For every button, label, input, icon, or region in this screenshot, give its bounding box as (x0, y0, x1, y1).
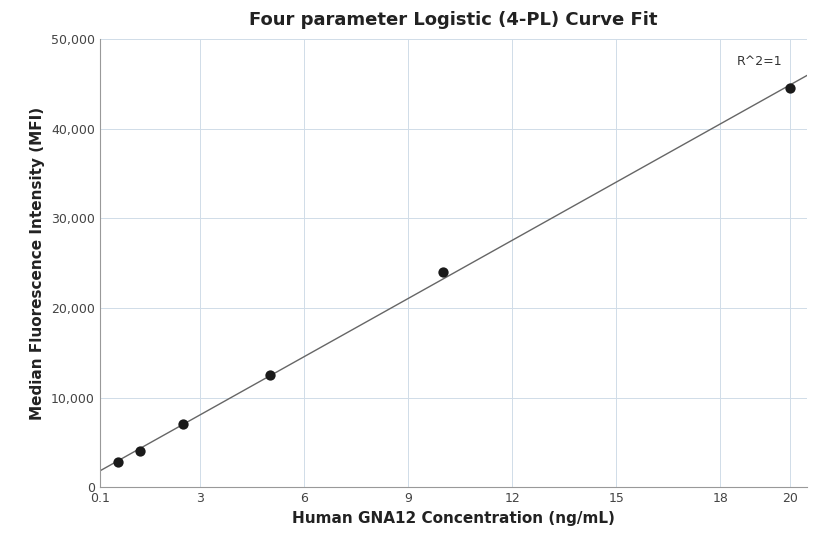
Point (111, 458, 125, 466)
Point (783, 84, 796, 93)
X-axis label: Human GNA12 Concentration (ng/mL): Human GNA12 Concentration (ng/mL) (292, 511, 615, 526)
Title: Four parameter Logistic (4-PL) Curve Fit: Four parameter Logistic (4-PL) Curve Fit (250, 11, 657, 29)
Point (436, 268, 449, 277)
Point (133, 447, 146, 456)
Point (263, 371, 276, 380)
Text: R^2=1: R^2=1 (737, 55, 783, 68)
Point (176, 420, 190, 429)
Y-axis label: Median Fluorescence Intensity (MFI): Median Fluorescence Intensity (MFI) (31, 106, 46, 420)
